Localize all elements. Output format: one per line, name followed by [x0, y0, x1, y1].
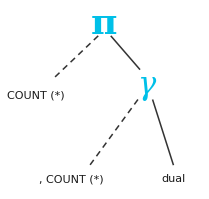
Text: , COUNT (*): , COUNT (*) — [39, 174, 103, 184]
Text: π: π — [91, 7, 118, 41]
Text: COUNT (*): COUNT (*) — [7, 91, 64, 100]
Text: γ: γ — [137, 70, 155, 101]
Text: dual: dual — [161, 174, 186, 184]
